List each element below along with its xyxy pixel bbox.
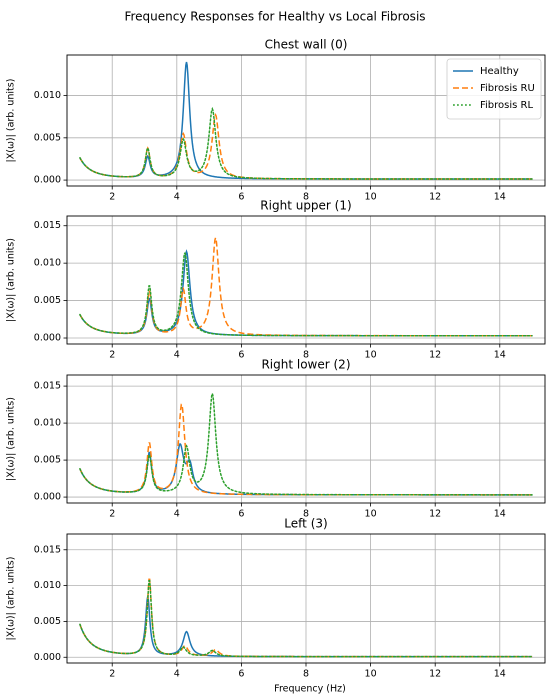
x-tick-label: 14	[494, 350, 506, 361]
subplot-3: Left (3) |X(ω)| (arb. units) 2 4 6 8 10 12 14 0.0…	[6, 517, 546, 680]
y-tick-label: 0.000	[34, 333, 61, 344]
x-tick-label: 8	[303, 669, 309, 680]
x-tick-label: 2	[109, 509, 115, 520]
x-tick-label: 6	[238, 509, 244, 520]
subplot-2: Right lower (2) |X(ω)| (arb. units) 2 4 6 8 10…	[6, 358, 546, 520]
y-tick-label: 0.000	[34, 492, 61, 503]
y-tick-label: 0.005	[34, 132, 61, 143]
subplot-title: Right lower (2)	[261, 358, 350, 372]
legend-label: Healthy	[480, 66, 519, 77]
legend-box	[446, 58, 542, 120]
x-tick-label: 12	[429, 669, 441, 680]
series-line-fibrosis-rl	[79, 579, 533, 658]
axes-frame	[66, 215, 546, 345]
x-tick-label: 8	[303, 509, 309, 520]
axes-frame	[66, 54, 546, 187]
y-axis-label: |X(ω)| (arb. units)	[6, 79, 17, 163]
subplots: Chest wall (0) |X(ω)| (arb. units) 2 4 6 8 10 1…	[6, 38, 546, 680]
series-line-fibrosis-rl	[79, 390, 533, 496]
y-tick-label: 0.015	[34, 220, 61, 231]
y-tick-label: 0.015	[34, 381, 61, 392]
y-tick-label: 0.010	[34, 418, 61, 429]
x-tick-label: 10	[365, 669, 377, 680]
x-tick-label: 6	[238, 669, 244, 680]
x-tick-label: 4	[174, 350, 180, 361]
y-tick-label: 0.015	[34, 544, 61, 555]
y-axis-label: |X(ω)| (arb. units)	[6, 557, 17, 641]
y-tick-label: 0.005	[34, 295, 61, 306]
y-tick-label: 0.000	[34, 175, 61, 186]
y-tick-label: 0.005	[34, 616, 61, 627]
subplot-title: Left (3)	[284, 517, 327, 531]
x-tick-label: 12	[429, 350, 441, 361]
subplot-title: Right upper (1)	[260, 199, 351, 213]
axes-frame	[66, 374, 546, 504]
legend-label: Fibrosis RU	[480, 83, 535, 94]
y-axis-label: |X(ω)| (arb. units)	[6, 238, 17, 322]
x-axis-label: Frequency (Hz)	[274, 684, 346, 695]
series-line-fibrosis-rl	[79, 106, 533, 180]
figure-suptitle: Frequency Responses for Healthy vs Local…	[124, 10, 425, 24]
x-tick-label: 6	[238, 350, 244, 361]
axes-frame	[66, 533, 546, 664]
x-tick-label: 14	[494, 509, 506, 520]
x-tick-label: 4	[174, 509, 180, 520]
x-tick-label: 2	[109, 350, 115, 361]
subplot-title: Chest wall (0)	[265, 38, 348, 52]
x-tick-label: 4	[174, 669, 180, 680]
x-tick-label: 4	[174, 192, 180, 203]
x-tick-label: 2	[109, 669, 115, 680]
y-tick-label: 0.010	[34, 258, 61, 269]
y-axis-label: |X(ω)| (arb. units)	[6, 397, 17, 481]
x-tick-label: 6	[238, 192, 244, 203]
x-tick-label: 12	[429, 192, 441, 203]
y-tick-label: 0.010	[34, 90, 61, 101]
series-line-fibrosis-rl	[79, 252, 533, 337]
legend: Healthy Fibrosis RU Fibrosis RL	[446, 58, 542, 120]
subplot-1: Right upper (1) |X(ω)| (arb. units) 2 4 6 8 10…	[6, 199, 546, 361]
x-tick-label: 8	[303, 192, 309, 203]
y-tick-label: 0.010	[34, 580, 61, 591]
x-tick-label: 10	[365, 350, 377, 361]
x-tick-label: 14	[494, 669, 506, 680]
legend-label: Fibrosis RL	[480, 100, 533, 111]
x-tick-label: 10	[365, 509, 377, 520]
subplot-0: Chest wall (0) |X(ω)| (arb. units) 2 4 6 8 10 1…	[6, 38, 546, 203]
x-tick-label: 10	[365, 192, 377, 203]
x-tick-label: 2	[109, 192, 115, 203]
y-tick-label: 0.005	[34, 455, 61, 466]
x-tick-label: 12	[429, 509, 441, 520]
y-tick-label: 0.000	[34, 652, 61, 663]
x-tick-label: 8	[303, 350, 309, 361]
x-tick-label: 14	[494, 192, 506, 203]
